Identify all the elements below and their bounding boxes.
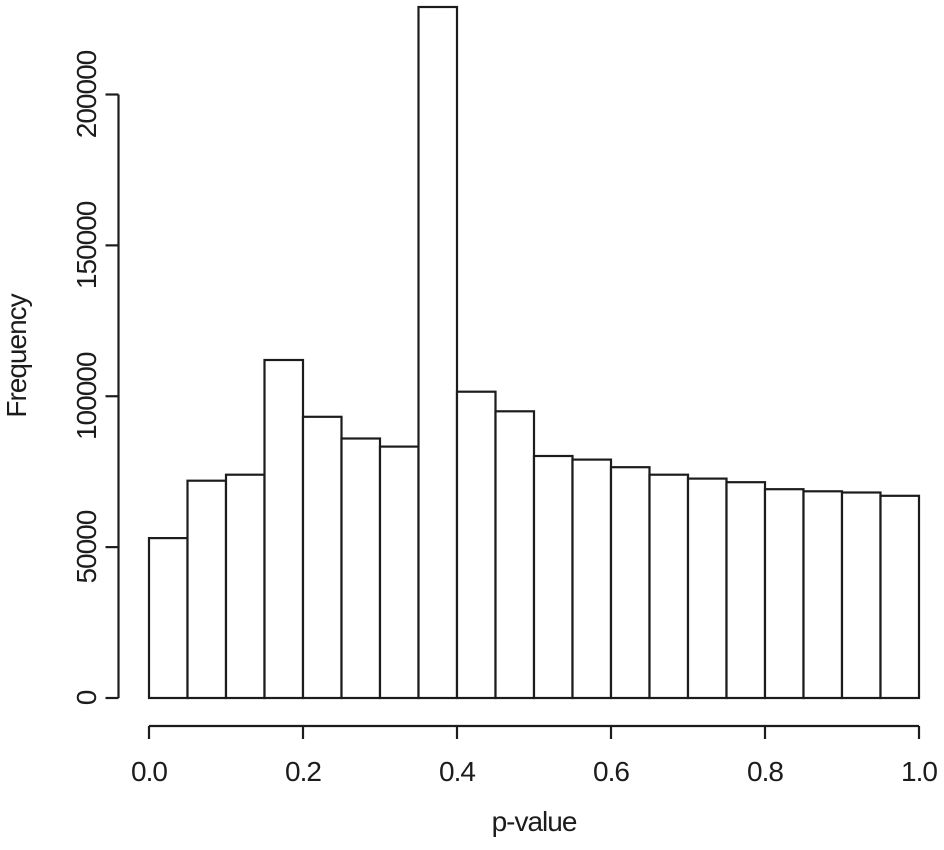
x-tick-label: 1.0	[901, 756, 937, 787]
histogram-bar	[224, 473, 266, 700]
histogram-bar	[378, 445, 420, 700]
histogram-bar	[263, 358, 305, 700]
x-axis-title: p-value	[492, 806, 577, 837]
y-tick-label: 200000	[71, 50, 102, 138]
histogram-bar	[301, 415, 343, 700]
y-tick-label: 150000	[71, 201, 102, 289]
x-tick-label: 0.4	[439, 756, 475, 787]
tick-labels-layer: 0 50000 100000 150000 200000 0.0 0.2 0.4 0.6 0.8 1…	[71, 50, 938, 787]
histogram-bar	[648, 473, 690, 700]
y-tick-label: 50000	[71, 510, 102, 583]
histogram-bar	[455, 390, 497, 700]
bars-layer	[147, 5, 921, 700]
histogram-bar	[879, 494, 921, 700]
histogram-bar	[147, 536, 189, 700]
y-tick-label: 100000	[71, 352, 102, 440]
histogram-bar	[571, 458, 613, 700]
x-tick-label: 0.0	[131, 756, 167, 787]
axes-layer	[105, 93, 921, 739]
y-tick-label: 0	[71, 690, 102, 705]
histogram-bar	[609, 466, 651, 700]
histogram-bar	[802, 490, 844, 700]
histogram-bar	[494, 410, 536, 700]
y-axis-title: Frequency	[1, 293, 32, 417]
histogram-bar	[532, 454, 574, 700]
x-tick-label: 0.2	[285, 756, 321, 787]
histogram-bar	[417, 5, 459, 700]
x-tick-label: 0.6	[593, 756, 629, 787]
histogram-bar	[763, 488, 805, 700]
histogram-bar	[840, 491, 882, 700]
histogram-bar	[340, 437, 382, 700]
histogram-bar	[186, 479, 228, 700]
histogram-bar	[725, 481, 767, 700]
x-tick-label: 0.8	[747, 756, 783, 787]
histogram-bar	[686, 477, 728, 700]
